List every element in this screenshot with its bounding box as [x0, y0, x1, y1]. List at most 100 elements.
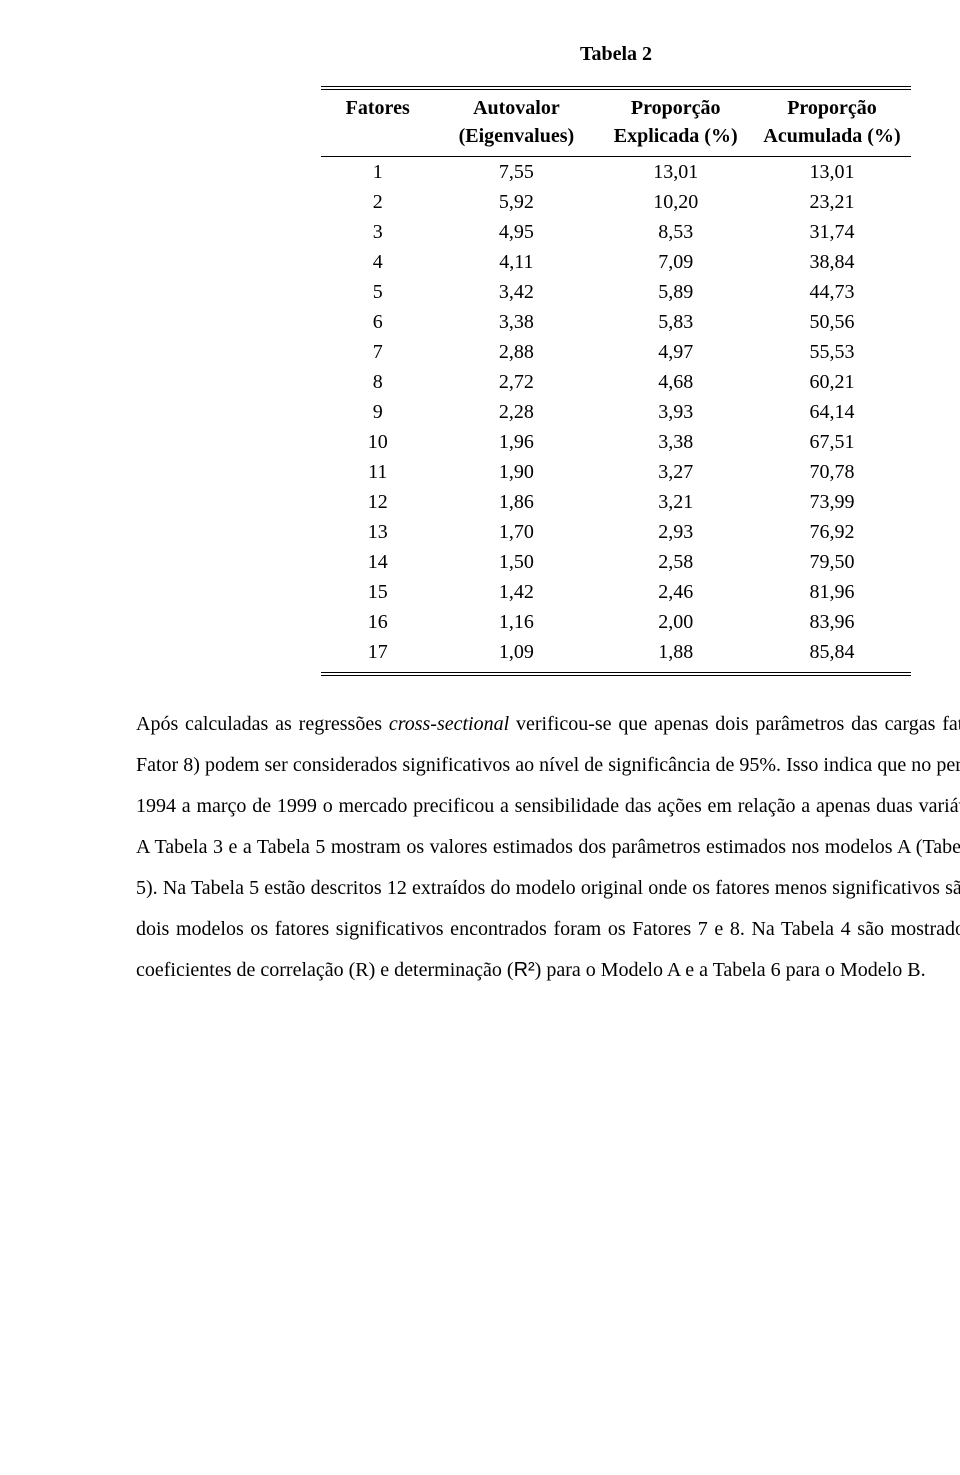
- col-acumulada-l2: Acumulada (%): [763, 122, 901, 150]
- table-cell: 64,14: [753, 397, 911, 427]
- table-cell: 4,68: [598, 367, 753, 397]
- table-cell: 10: [321, 427, 434, 457]
- table-cell: 1,96: [434, 427, 598, 457]
- table-cell: 70,78: [753, 457, 911, 487]
- table-cell: 5,92: [434, 187, 598, 217]
- para-rsq: R²: [514, 959, 535, 981]
- table-cell: 44,73: [753, 277, 911, 307]
- col-explicada-l1: Proporção: [631, 97, 721, 119]
- table-cell: 50,56: [753, 307, 911, 337]
- table-cell: 83,96: [753, 607, 911, 637]
- table-cell: 2,46: [598, 577, 753, 607]
- col-autovalor-l2: (Eigenvalues): [444, 122, 588, 150]
- table-cell: 31,74: [753, 217, 911, 247]
- col-autovalor-l1: Autovalor: [473, 97, 560, 119]
- table-cell: 81,96: [753, 577, 911, 607]
- para-ital: cross-sectional: [389, 713, 509, 735]
- table-row: 53,425,8944,73: [321, 277, 911, 307]
- table-cell: 2,93: [598, 517, 753, 547]
- table-cell: 4: [321, 247, 434, 277]
- eigenvalue-table: Fatores Autovalor (Eigenvalues) Proporçã…: [321, 86, 911, 676]
- table-row: 44,117,0938,84: [321, 247, 911, 277]
- col-explicada-l2: Explicada (%): [608, 122, 743, 150]
- body-paragraph: Após calculadas as regressões cross-sect…: [136, 704, 960, 991]
- table-cell: 73,99: [753, 487, 911, 517]
- table-cell: 7,09: [598, 247, 753, 277]
- table-cell: 1,16: [434, 607, 598, 637]
- table-cell: 3,42: [434, 277, 598, 307]
- col-autovalor: Autovalor (Eigenvalues): [434, 88, 598, 157]
- table-cell: 3,93: [598, 397, 753, 427]
- table-cell: 4,97: [598, 337, 753, 367]
- table-cell: 2,28: [434, 397, 598, 427]
- col-fatores-l1: Fatores: [346, 97, 410, 119]
- table-cell: 7: [321, 337, 434, 367]
- table-cell: 2: [321, 187, 434, 217]
- table-cell: 4,11: [434, 247, 598, 277]
- table-cell: 1,09: [434, 637, 598, 674]
- table-cell: 3,21: [598, 487, 753, 517]
- table-title: Tabela 2: [136, 40, 960, 68]
- table-row: 121,863,2173,99: [321, 487, 911, 517]
- page-number: 12: [136, 1019, 960, 1047]
- table-row: 161,162,0083,96: [321, 607, 911, 637]
- table-cell: 12: [321, 487, 434, 517]
- table-row: 111,903,2770,78: [321, 457, 911, 487]
- table-cell: 2,72: [434, 367, 598, 397]
- table-cell: 55,53: [753, 337, 911, 367]
- table-cell: 5,83: [598, 307, 753, 337]
- table-cell: 1,42: [434, 577, 598, 607]
- table-cell: 3: [321, 217, 434, 247]
- table-cell: 1,86: [434, 487, 598, 517]
- table-cell: 1,88: [598, 637, 753, 674]
- table-cell: 1,90: [434, 457, 598, 487]
- table-cell: 8: [321, 367, 434, 397]
- table-cell: 5: [321, 277, 434, 307]
- table-cell: 1,50: [434, 547, 598, 577]
- table-row: 17,5513,0113,01: [321, 157, 911, 188]
- table-cell: 67,51: [753, 427, 911, 457]
- table-row: 82,724,6860,21: [321, 367, 911, 397]
- para-seg3: ) para o Modelo A e a Tabela 6 para o Mo…: [535, 959, 926, 981]
- col-acumulada: Proporção Acumulada (%): [753, 88, 911, 157]
- table-row: 131,702,9376,92: [321, 517, 911, 547]
- table-cell: 13: [321, 517, 434, 547]
- table-cell: 11: [321, 457, 434, 487]
- table-row: 63,385,8350,56: [321, 307, 911, 337]
- table-row: 25,9210,2023,21: [321, 187, 911, 217]
- col-fatores: Fatores: [321, 88, 434, 157]
- table-cell: 6: [321, 307, 434, 337]
- table-cell: 3,38: [598, 427, 753, 457]
- table-row: 34,958,5331,74: [321, 217, 911, 247]
- table-cell: 38,84: [753, 247, 911, 277]
- table-cell: 10,20: [598, 187, 753, 217]
- table-row: 141,502,5879,50: [321, 547, 911, 577]
- table-cell: 1: [321, 157, 434, 188]
- table-cell: 13,01: [598, 157, 753, 188]
- table-cell: 9: [321, 397, 434, 427]
- table-cell: 76,92: [753, 517, 911, 547]
- table-cell: 85,84: [753, 637, 911, 674]
- table-cell: 2,88: [434, 337, 598, 367]
- table-cell: 13,01: [753, 157, 911, 188]
- table-cell: 2,00: [598, 607, 753, 637]
- table-cell: 15: [321, 577, 434, 607]
- table-row: 151,422,4681,96: [321, 577, 911, 607]
- table-row: 72,884,9755,53: [321, 337, 911, 367]
- table-cell: 60,21: [753, 367, 911, 397]
- para-seg1: Após calculadas as regressões: [136, 713, 389, 735]
- table-cell: 4,95: [434, 217, 598, 247]
- table-cell: 5,89: [598, 277, 753, 307]
- table-cell: 7,55: [434, 157, 598, 188]
- table-cell: 17: [321, 637, 434, 674]
- table-cell: 23,21: [753, 187, 911, 217]
- table-cell: 16: [321, 607, 434, 637]
- table-row: 92,283,9364,14: [321, 397, 911, 427]
- table-cell: 2,58: [598, 547, 753, 577]
- col-explicada: Proporção Explicada (%): [598, 88, 753, 157]
- table-cell: 1,70: [434, 517, 598, 547]
- table-cell: 79,50: [753, 547, 911, 577]
- table-cell: 8,53: [598, 217, 753, 247]
- table-row: 101,963,3867,51: [321, 427, 911, 457]
- table-cell: 14: [321, 547, 434, 577]
